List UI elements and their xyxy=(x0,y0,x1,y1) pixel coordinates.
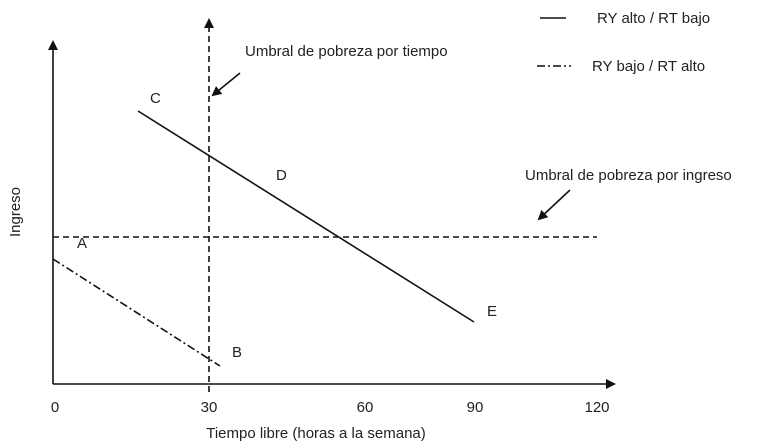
x-tick-label: 60 xyxy=(357,399,374,416)
point-label: B xyxy=(232,344,242,361)
point-label: C xyxy=(150,90,161,107)
legend-entry: RY alto / RT bajo xyxy=(597,10,710,27)
x-tick-label: 120 xyxy=(584,399,609,416)
arrow xyxy=(211,72,241,97)
annotation: Umbral de pobreza por tiempo xyxy=(245,43,448,60)
legend-entry: RY bajo / RT alto xyxy=(592,58,705,75)
x-axis-label: Tiempo libre (horas a la semana) xyxy=(206,425,426,442)
point-label: D xyxy=(276,167,287,184)
y-axis-label: Ingreso xyxy=(7,187,24,237)
annotation: Umbral de pobreza por ingreso xyxy=(525,167,732,184)
x-tick-label: 90 xyxy=(467,399,484,416)
low-line xyxy=(52,258,221,367)
x-tick-label: 0 xyxy=(51,399,59,416)
point-label: A xyxy=(77,235,87,252)
point-label: E xyxy=(487,303,497,320)
arrow xyxy=(537,189,571,221)
high-line xyxy=(137,110,475,323)
x-tick-label: 30 xyxy=(201,399,218,416)
